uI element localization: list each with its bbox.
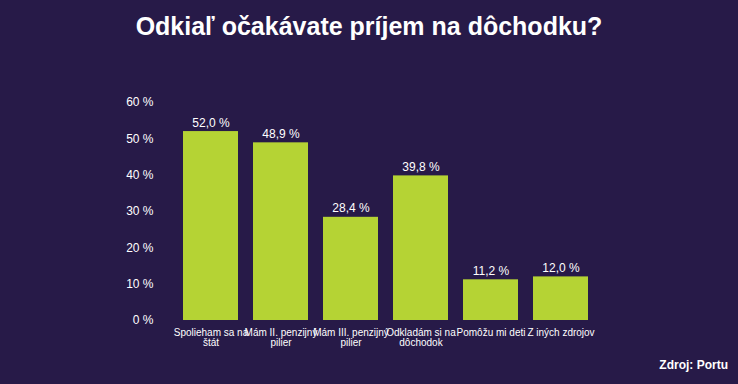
svg-text:Mám II. penzijnýpilier: Mám II. penzijnýpilier bbox=[245, 327, 318, 348]
svg-text:Spolieham sa naštát: Spolieham sa naštát bbox=[174, 327, 249, 348]
svg-text:50 %: 50 % bbox=[126, 132, 154, 146]
svg-text:60 %: 60 % bbox=[126, 95, 154, 109]
html-text:Odkiaľ očakávate príjem na dôc: Odkiaľ očakávate príjem na dôchodku? bbox=[135, 12, 603, 40]
svg-text:10 %: 10 % bbox=[126, 277, 154, 291]
svg-text:12,0 %: 12,0 % bbox=[542, 261, 580, 275]
svg-text:0 %: 0 % bbox=[133, 313, 154, 327]
svg-text:20 %: 20 % bbox=[126, 241, 154, 255]
svg-text:Mám III. penzijnýpilier: Mám III. penzijnýpilier bbox=[313, 327, 389, 348]
svg-text:52,0 %: 52,0 % bbox=[192, 116, 230, 130]
svg-text:Odkladám si nadôchodok: Odkladám si nadôchodok bbox=[386, 327, 456, 348]
svg-text:Pomôžu mi deti: Pomôžu mi deti bbox=[457, 327, 526, 338]
svg-text:39,8 %: 39,8 % bbox=[402, 160, 440, 174]
svg-text:30 %: 30 % bbox=[126, 204, 154, 218]
svg-text:11,2 %: 11,2 % bbox=[473, 264, 510, 278]
svg-text:28,4 %: 28,4 % bbox=[332, 201, 370, 215]
svg-text:40 %: 40 % bbox=[126, 168, 154, 182]
html-text:Zdroj: Portu: Zdroj: Portu bbox=[659, 358, 728, 372]
svg-text:Z iných zdrojov: Z iných zdrojov bbox=[527, 327, 594, 338]
svg-text:48,9 %: 48,9 % bbox=[262, 127, 300, 141]
